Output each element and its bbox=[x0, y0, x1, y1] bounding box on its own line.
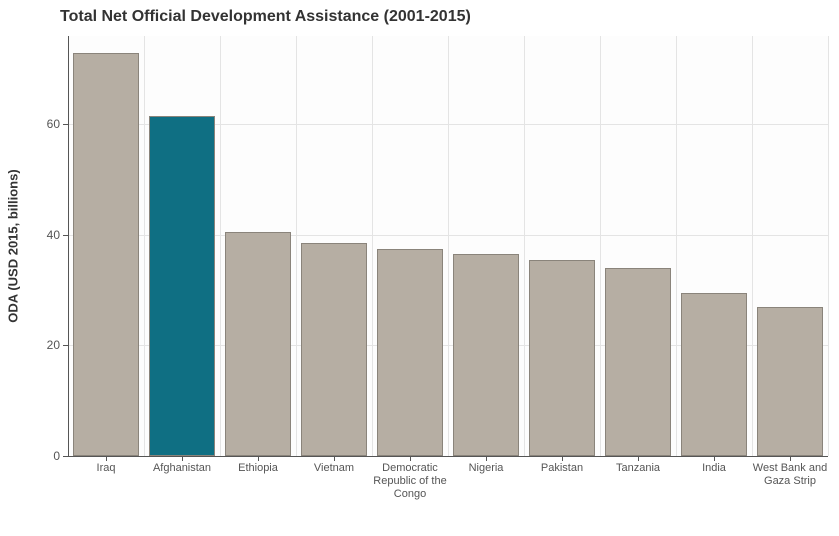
x-tick-label: Tanzania bbox=[598, 462, 678, 475]
chart-title: Total Net Official Development Assistanc… bbox=[60, 8, 471, 26]
bar bbox=[73, 53, 140, 456]
y-axis-line bbox=[68, 36, 69, 456]
gridline-vertical bbox=[524, 36, 525, 456]
x-tick-label: Afghanistan bbox=[142, 462, 222, 475]
x-tick-label: West Bank and Gaza Strip bbox=[750, 462, 830, 488]
plot-area: 0204060IraqAfghanistanEthiopiaVietnamDem… bbox=[68, 36, 828, 456]
bar bbox=[225, 232, 292, 456]
bar bbox=[453, 254, 520, 456]
gridline-vertical bbox=[448, 36, 449, 456]
x-tick-label: Pakistan bbox=[522, 462, 602, 475]
x-axis-line bbox=[68, 456, 828, 457]
y-tick-label: 40 bbox=[47, 228, 60, 242]
gridline-vertical bbox=[752, 36, 753, 456]
bar bbox=[301, 243, 368, 456]
gridline-vertical bbox=[372, 36, 373, 456]
gridline-vertical bbox=[676, 36, 677, 456]
bar bbox=[757, 307, 824, 456]
x-tick-label: Democratic Republic of the Congo bbox=[370, 462, 450, 502]
x-tick-label: Ethiopia bbox=[218, 462, 298, 475]
bar bbox=[529, 260, 596, 456]
x-tick-label: Vietnam bbox=[294, 462, 374, 475]
bar bbox=[377, 249, 444, 456]
x-tick-label: Iraq bbox=[66, 462, 146, 475]
y-tick-label: 20 bbox=[47, 338, 60, 352]
y-axis-label: ODA (USD 2015, billions) bbox=[6, 169, 21, 322]
x-tick-label: India bbox=[674, 462, 754, 475]
gridline-vertical bbox=[296, 36, 297, 456]
gridline-vertical bbox=[600, 36, 601, 456]
x-tick-label: Nigeria bbox=[446, 462, 526, 475]
gridline-vertical bbox=[220, 36, 221, 456]
chart-container: Total Net Official Development Assistanc… bbox=[0, 0, 839, 536]
bar bbox=[681, 293, 748, 456]
bar bbox=[149, 116, 216, 456]
bar bbox=[605, 268, 672, 456]
gridline-vertical bbox=[144, 36, 145, 456]
y-tick-label: 0 bbox=[53, 449, 60, 463]
y-tick-label: 60 bbox=[47, 117, 60, 131]
gridline-vertical bbox=[828, 36, 829, 456]
